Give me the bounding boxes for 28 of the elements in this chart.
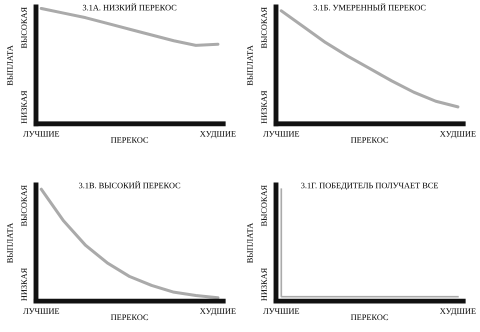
x-axis-title: ПЕРЕКОС xyxy=(110,137,148,143)
y-axis-title: ВЫПЛАТА xyxy=(247,45,253,86)
chart-title: 3.1А. НИЗКИЙ ПЕРЕКОС xyxy=(82,3,176,10)
chart-title: 3.1В. ВЫСОКИЙ ПЕРЕКОС xyxy=(78,181,180,188)
chart-title: 3.1Б. УМЕРЕННЫЙ ПЕРЕКОС xyxy=(314,3,426,10)
x-tick-label: ХУДШИЕ xyxy=(440,308,476,316)
x-tick-label: ХУДШИЕ xyxy=(440,131,476,138)
y-axis-title: ВЫПЛАТА xyxy=(7,45,13,86)
x-axis-title: ПЕРЕКОС xyxy=(350,314,388,320)
chart-title: 3.1Г. ПОБЕДИТЕЛЬ ПОЛУЧАЕТ ВСЕ xyxy=(301,182,438,190)
x-tick-label: ЛУЧШИЕ xyxy=(263,131,300,137)
text: НИЗКАЯ xyxy=(21,90,27,124)
text: ВЫСОКАЯ xyxy=(261,185,267,226)
y-axis-title: ВЫПЛАТА xyxy=(247,222,253,264)
text: НИЗКАЯ xyxy=(21,268,27,301)
x-tick-label: ХУДШИЕ xyxy=(200,308,236,316)
y-axis-title: ВЫПЛАТА xyxy=(7,222,13,264)
x-tick-label: ХУДШИЕ xyxy=(200,131,236,138)
text: НИЗКАЯ xyxy=(261,90,267,124)
text: ВЫСОКАЯ xyxy=(21,185,27,226)
text: ВЫСОКАЯ xyxy=(21,7,27,48)
text: ВЫСОКАЯ xyxy=(261,7,267,48)
x-axis-title: ПЕРЕКОС xyxy=(110,314,148,320)
text: НИЗКАЯ xyxy=(261,268,267,301)
x-axis-title: ПЕРЕКОС xyxy=(350,137,388,143)
x-tick-label: ЛУЧШИЕ xyxy=(23,131,60,137)
x-tick-label: ЛУЧШИЕ xyxy=(23,308,60,314)
x-tick-label: ЛУЧШИЕ xyxy=(263,308,300,314)
